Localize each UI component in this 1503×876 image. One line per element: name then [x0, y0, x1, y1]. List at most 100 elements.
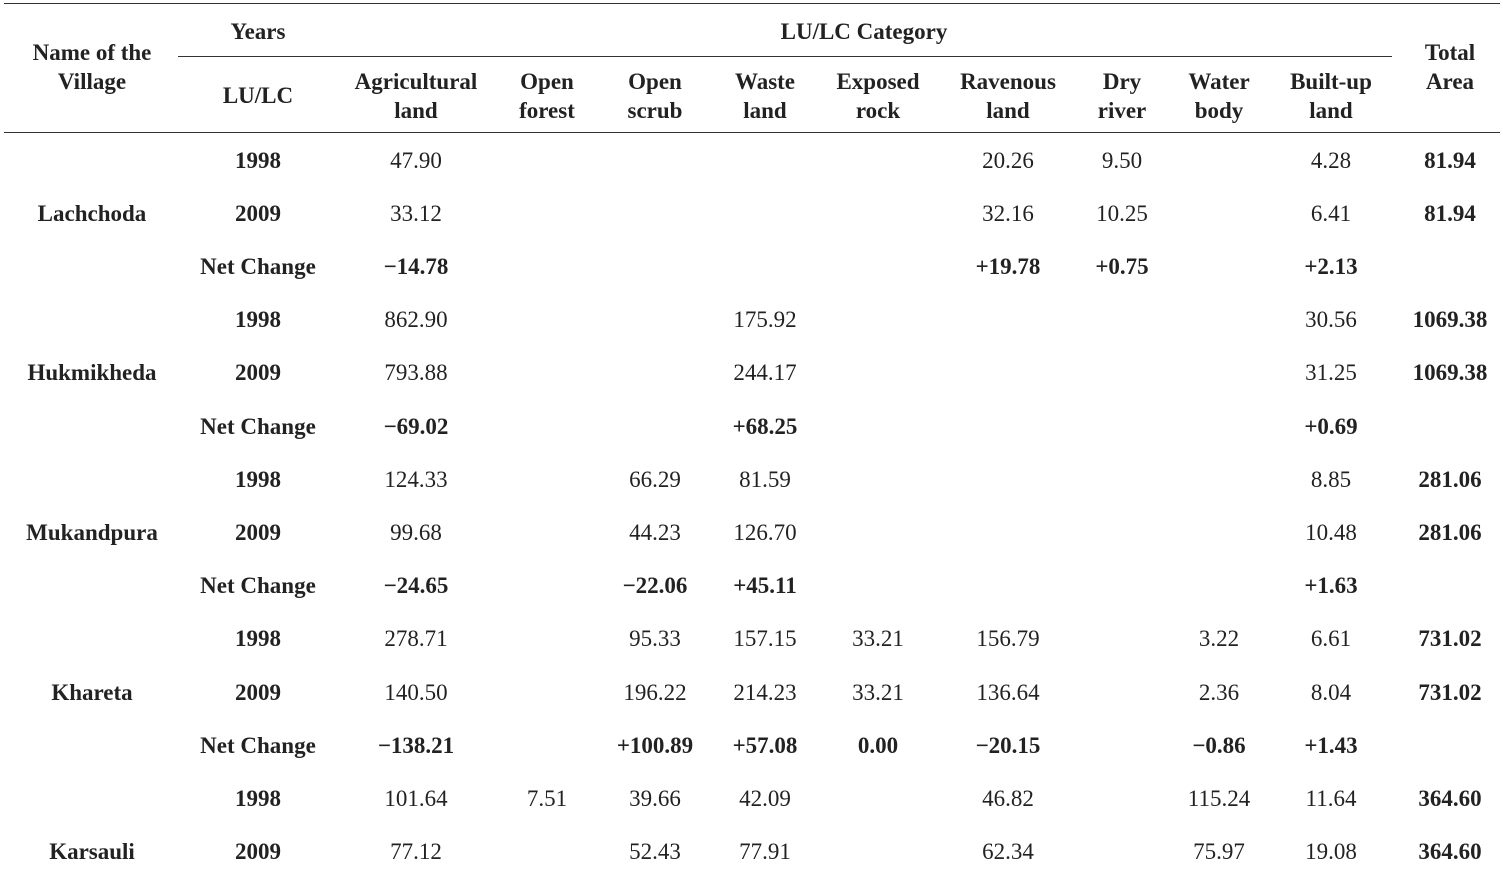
- row-label: 1998: [235, 785, 281, 811]
- header-line: Name of the: [32, 40, 152, 65]
- header-col-0: Agricultural land: [346, 67, 486, 125]
- header-line: Agricultural: [354, 69, 478, 94]
- table-cell: 44.23: [629, 519, 681, 545]
- table-cell: 81.59: [739, 466, 791, 492]
- header-line: body: [1194, 98, 1244, 123]
- header-line: land: [743, 98, 787, 123]
- table-cell: 862.90: [384, 307, 448, 333]
- table-cell: −69.02: [383, 413, 449, 439]
- table-cell: 140.50: [384, 679, 448, 705]
- table-cell: 101.64: [384, 785, 448, 811]
- total-cell: 81.94: [1424, 147, 1476, 173]
- table-cell: 157.15: [733, 626, 797, 652]
- table-cell: 39.66: [629, 785, 681, 811]
- table-cell: 33.21: [852, 679, 904, 705]
- table-cell: 9.50: [1101, 147, 1143, 173]
- table-cell: +2.13: [1304, 253, 1358, 279]
- table-cell: +68.25: [732, 413, 798, 439]
- table-cell: +45.11: [733, 573, 797, 599]
- table-cell: 175.92: [733, 307, 797, 333]
- row-label: 2009: [235, 839, 281, 865]
- header-line: Total: [1424, 40, 1476, 65]
- village-name: Hukmikheda: [27, 360, 157, 386]
- table-cell: +57.08: [732, 732, 798, 758]
- table-cell: 30.56: [1305, 307, 1357, 333]
- total-cell: 731.02: [1418, 626, 1482, 652]
- header-col-3: Waste land: [695, 67, 835, 125]
- row-label: Net Change: [200, 732, 316, 758]
- table-cell: 31.25: [1305, 360, 1357, 386]
- table-cell: −22.06: [622, 573, 688, 599]
- header-line: land: [394, 98, 438, 123]
- village-name: Lachchoda: [37, 200, 147, 226]
- table-cell: 4.28: [1310, 147, 1352, 173]
- table-cell: 95.33: [629, 626, 681, 652]
- table-cell: 136.64: [976, 679, 1040, 705]
- header-years: Years: [230, 18, 286, 44]
- header-line: Open: [520, 69, 574, 94]
- table-cell: 7.51: [526, 785, 568, 811]
- table-cell: 124.33: [384, 466, 448, 492]
- table-cell: 126.70: [733, 519, 797, 545]
- row-label: 1998: [235, 307, 281, 333]
- header-line: rock: [855, 98, 901, 123]
- header-col-4: Exposed rock: [808, 67, 948, 125]
- table-cell: 47.90: [390, 147, 442, 173]
- row-label: Net Change: [200, 413, 316, 439]
- header-line: Built-up: [1290, 69, 1372, 94]
- table-cell: 32.16: [982, 200, 1034, 226]
- row-label: 1998: [235, 147, 281, 173]
- top-rule: [4, 3, 1500, 4]
- total-cell: 364.60: [1418, 839, 1482, 865]
- header-line: Waste: [734, 69, 796, 94]
- table-cell: +19.78: [975, 253, 1041, 279]
- header-col-7: Water body: [1149, 67, 1289, 125]
- total-cell: 731.02: [1418, 679, 1482, 705]
- total-cell: 1069.38: [1412, 360, 1488, 386]
- table-cell: 33.12: [390, 200, 442, 226]
- table-cell: 793.88: [384, 360, 448, 386]
- village-name: Karsauli: [49, 839, 135, 865]
- header-total: Total Area: [1395, 38, 1503, 96]
- header-line: Exposed: [836, 69, 920, 94]
- row-label: Net Change: [200, 573, 316, 599]
- header-line: Water: [1188, 69, 1250, 94]
- table-cell: 8.04: [1310, 679, 1352, 705]
- table-cell: 3.22: [1198, 626, 1240, 652]
- village-name: Mukandpura: [26, 519, 158, 545]
- table-cell: 19.08: [1305, 839, 1357, 865]
- header-lulc: LU/LC: [222, 82, 294, 108]
- header-line: river: [1097, 98, 1147, 123]
- table-cell: 156.79: [976, 626, 1040, 652]
- table-cell: 6.41: [1310, 200, 1352, 226]
- header-line: land: [1309, 98, 1353, 123]
- table-cell: 0.00: [857, 732, 899, 758]
- table-cell: +1.43: [1304, 732, 1358, 758]
- table-cell: 77.12: [390, 839, 442, 865]
- table-cell: 77.91: [739, 839, 791, 865]
- total-cell: 1069.38: [1412, 307, 1488, 333]
- header-line: Open: [628, 69, 682, 94]
- header-col-1: Open forest: [477, 67, 617, 125]
- table-cell: 10.25: [1096, 200, 1148, 226]
- table-cell: 62.34: [982, 839, 1034, 865]
- table-cell: 10.48: [1305, 519, 1357, 545]
- table-cell: 42.09: [739, 785, 791, 811]
- table-cell: 6.61: [1310, 626, 1352, 652]
- table-cell: 196.22: [623, 679, 687, 705]
- header-col-6: Dry river: [1052, 67, 1192, 125]
- header-col-8: Built-up land: [1261, 67, 1401, 125]
- table-cell: 52.43: [629, 839, 681, 865]
- village-name: Khareta: [51, 679, 133, 705]
- header-line: Ravenous: [960, 69, 1056, 94]
- header-line: Village: [57, 69, 127, 94]
- table-cell: −24.65: [383, 573, 449, 599]
- row-label: 1998: [235, 626, 281, 652]
- row-label: 2009: [235, 200, 281, 226]
- header-line: land: [986, 98, 1030, 123]
- table-cell: −138.21: [377, 732, 455, 758]
- header-line: forest: [519, 98, 575, 123]
- row-label: 1998: [235, 466, 281, 492]
- table-cell: 33.21: [852, 626, 904, 652]
- table-cell: −0.86: [1192, 732, 1246, 758]
